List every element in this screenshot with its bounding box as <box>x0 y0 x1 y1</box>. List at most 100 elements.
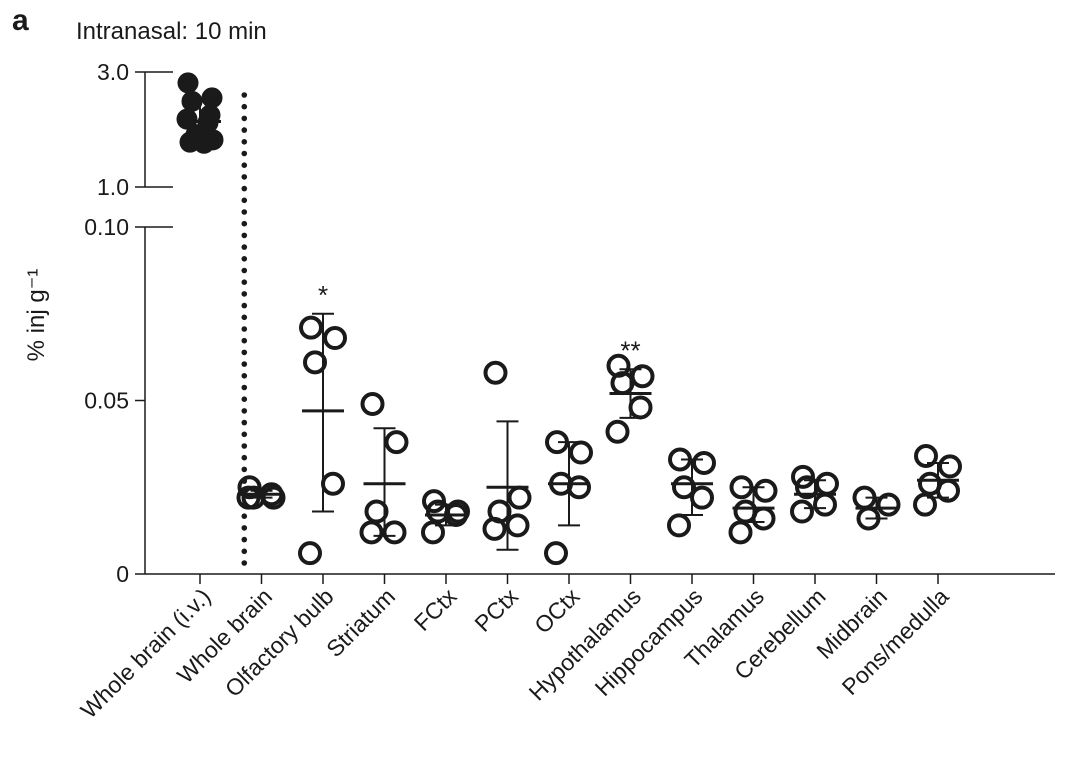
data-point <box>795 475 819 500</box>
data-point <box>303 350 327 375</box>
data-point <box>569 440 593 465</box>
series-11 <box>852 485 901 531</box>
separator-dot <box>241 536 248 543</box>
series-0 <box>176 72 224 154</box>
separator-dot <box>241 326 248 332</box>
separator-dot <box>241 291 248 297</box>
data-point <box>321 471 345 496</box>
data-point <box>815 471 839 496</box>
series-3 <box>359 391 409 545</box>
series-10 <box>790 464 839 524</box>
separator-dot <box>241 443 248 449</box>
separator-dots <box>241 92 248 566</box>
data-point <box>422 489 446 514</box>
data-point <box>505 513 530 538</box>
separator-dot <box>241 548 248 555</box>
data-point <box>672 475 696 500</box>
separator-dot <box>241 127 248 133</box>
y-tick-label: 3.0 <box>97 59 129 85</box>
series-6 <box>544 430 593 566</box>
data-point <box>692 450 716 475</box>
data-point <box>544 541 568 566</box>
data-point <box>193 132 215 154</box>
data-point <box>482 516 507 541</box>
data-point <box>791 464 815 489</box>
separator-dot <box>241 431 248 438</box>
data-point <box>728 520 753 545</box>
y-ticks: 1.0 3.0 0 0.05 0.10 <box>84 59 173 587</box>
separator-dot <box>241 92 248 98</box>
y-tick-label: 0 <box>116 561 129 587</box>
separator-dot <box>241 197 248 204</box>
axes <box>144 72 1055 584</box>
category-label: PCtx <box>469 583 523 637</box>
category-label: FCtx <box>409 583 462 636</box>
separator-dot <box>241 150 248 157</box>
data-point <box>667 513 691 538</box>
y-tick-label: 0.05 <box>84 388 129 414</box>
category-label: Pons/medulla <box>837 583 954 700</box>
data-point <box>628 395 653 420</box>
separator-dot <box>241 513 248 519</box>
data-point <box>751 506 776 531</box>
category-label: OCtx <box>529 583 585 639</box>
separator-dot <box>241 384 248 391</box>
data-point <box>630 364 655 389</box>
separator-dot <box>241 419 248 426</box>
significance-label: ** <box>620 335 640 365</box>
data-point <box>298 541 322 566</box>
panel-letter: a <box>12 4 29 37</box>
data-point <box>382 520 407 545</box>
separator-dot <box>241 337 248 344</box>
separator-dot <box>241 466 248 473</box>
series-1 <box>236 475 286 510</box>
separator-dot <box>241 525 248 531</box>
category-label: Striatum <box>321 583 400 662</box>
y-tick-label: 0.10 <box>84 214 129 240</box>
data-point <box>177 72 199 94</box>
separator-dot <box>241 139 248 145</box>
data-point <box>483 360 508 385</box>
separator-dot <box>241 185 248 192</box>
data-point <box>813 492 837 517</box>
series-4 <box>421 489 470 545</box>
series-12 <box>913 444 962 517</box>
data-point <box>790 499 814 524</box>
data-point <box>753 478 778 503</box>
chart-title: Intranasal: 10 min <box>76 18 267 45</box>
separator-dot <box>241 408 248 414</box>
data-point <box>938 454 962 479</box>
separator-dot <box>241 314 248 321</box>
series-7: ** <box>605 335 655 444</box>
separator-dot <box>241 232 248 239</box>
separator-dot <box>241 302 248 309</box>
separator-dot <box>241 349 248 356</box>
data-point <box>913 492 937 517</box>
separator-dot <box>241 209 248 215</box>
y-axis-label: % inj g⁻¹ <box>23 269 50 362</box>
data-point <box>323 326 347 351</box>
series-9 <box>728 475 778 545</box>
separator-dot <box>241 162 248 168</box>
separator-dot <box>241 454 248 461</box>
category-label: Hippocampus <box>590 583 708 701</box>
data-point <box>914 444 938 469</box>
data-point <box>384 430 409 455</box>
data-point <box>176 108 198 130</box>
series-8 <box>667 447 716 538</box>
data-marks: *** <box>176 72 962 566</box>
separator-dot <box>241 267 248 274</box>
data-point <box>359 520 384 545</box>
separator-dot <box>241 103 248 110</box>
y-tick-label: 1.0 <box>97 174 129 200</box>
significance-label: * <box>318 280 328 310</box>
series-5 <box>482 360 532 551</box>
separator-dot <box>241 560 248 566</box>
data-point <box>690 485 714 510</box>
separator-dot <box>241 361 248 367</box>
data-point <box>876 492 901 517</box>
category-label: Olfactory bulb <box>220 583 339 702</box>
separator-dot <box>241 255 248 262</box>
